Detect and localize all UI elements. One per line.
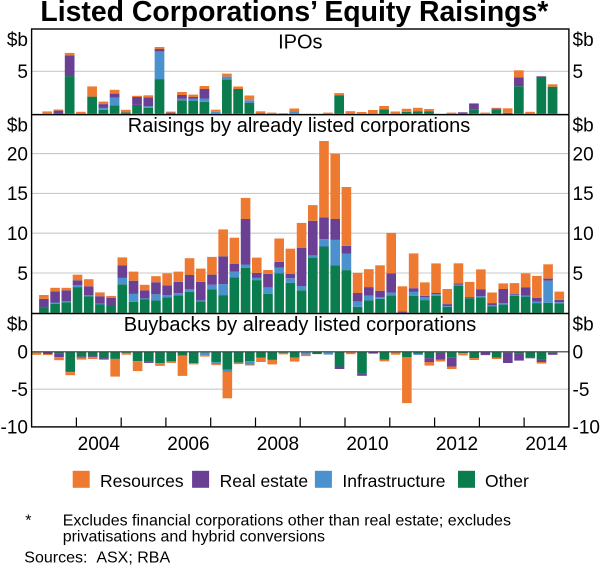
- svg-text:Listed Corporations’ Equity Ra: Listed Corporations’ Equity Raisings*: [40, 0, 549, 28]
- svg-text:2004: 2004: [78, 434, 121, 455]
- svg-text:10: 10: [573, 224, 594, 245]
- svg-text:Raisings by already listed cor: Raisings by already listed corporations: [128, 115, 470, 137]
- svg-text:2008: 2008: [257, 434, 299, 455]
- svg-text:2014: 2014: [525, 434, 568, 455]
- svg-text:-10: -10: [573, 418, 600, 439]
- svg-text:Infrastructure: Infrastructure: [342, 471, 445, 491]
- svg-text:0: 0: [17, 342, 28, 363]
- svg-text:*: *: [25, 513, 31, 530]
- svg-text:$b: $b: [7, 315, 28, 336]
- svg-text:20: 20: [7, 144, 28, 165]
- svg-text:Sources: ASX; RBA: Sources: ASX; RBA: [24, 550, 170, 567]
- svg-text:5: 5: [17, 264, 28, 285]
- svg-text:5: 5: [573, 62, 584, 83]
- svg-text:Other: Other: [485, 471, 529, 491]
- svg-text:5: 5: [17, 62, 28, 83]
- svg-text:-5: -5: [11, 380, 28, 401]
- svg-text:-10: -10: [1, 418, 28, 439]
- svg-text:IPOs: IPOs: [278, 32, 322, 54]
- svg-text:Real estate: Real estate: [220, 471, 309, 491]
- svg-text:15: 15: [7, 184, 28, 205]
- svg-text:20: 20: [573, 144, 594, 165]
- svg-text:$b: $b: [7, 30, 28, 51]
- svg-text:privatisations and hybrid conv: privatisations and hybrid conversions: [63, 529, 325, 546]
- svg-text:2012: 2012: [436, 434, 478, 455]
- svg-text:15: 15: [573, 184, 594, 205]
- svg-text:Resources: Resources: [100, 471, 184, 491]
- svg-text:Excludes financial corporation: Excludes financial corporations other th…: [63, 513, 511, 530]
- svg-text:Buybacks by already listed cor: Buybacks by already listed corporations: [124, 314, 476, 336]
- svg-text:-5: -5: [573, 380, 590, 401]
- svg-text:2010: 2010: [346, 434, 388, 455]
- svg-text:$b: $b: [573, 116, 594, 137]
- svg-text:$b: $b: [7, 116, 28, 137]
- svg-text:$b: $b: [573, 30, 594, 51]
- svg-text:0: 0: [573, 342, 584, 363]
- svg-text:10: 10: [7, 224, 28, 245]
- svg-text:2006: 2006: [167, 434, 209, 455]
- svg-text:5: 5: [573, 264, 584, 285]
- svg-text:$b: $b: [573, 315, 594, 336]
